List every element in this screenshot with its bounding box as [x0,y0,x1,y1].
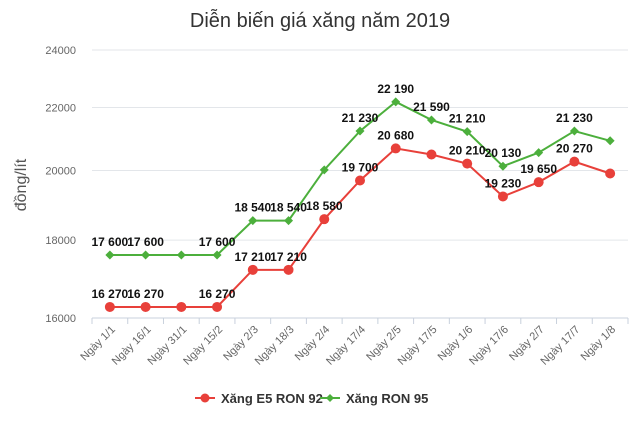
data-point [283,264,294,275]
data-point [426,115,436,125]
data-point [355,175,365,186]
data-point [247,264,258,275]
data-label: 18 580 [306,199,343,213]
data-point [319,165,329,175]
data-point [176,250,186,260]
data-label: 21 230 [556,111,593,125]
data-point [605,136,615,146]
data-label: 16 270 [92,287,129,301]
data-label: 17 600 [92,235,129,249]
data-point [176,301,187,312]
data-point [462,158,473,169]
legend: Xăng E5 RON 92 Xăng RON 95 [195,391,428,406]
data-point [497,191,508,202]
data-point [104,301,115,312]
data-point [534,148,544,158]
x-tick-label: Ngày 17/4 [324,324,368,368]
data-label: 21 210 [449,112,486,126]
data-point [605,168,616,179]
chart-title: Diễn biến giá xăng năm 2019 [190,9,450,32]
legend-item[interactable]: Xăng E5 RON 92 [195,391,323,406]
data-label: 20 210 [449,144,486,158]
x-tick-label: Ngày 17/7 [539,324,583,368]
data-point [569,126,579,136]
x-tick-label: Ngày 17/5 [396,324,440,368]
data-label: 19 650 [520,162,557,176]
x-tick-label: Ngày 17/6 [467,324,511,368]
data-label: 17 210 [270,250,307,264]
data-label: 20 130 [485,146,522,160]
data-label: 21 230 [342,111,379,125]
data-label: 20 270 [556,142,593,156]
data-label: 21 590 [413,100,450,114]
data-point [141,250,151,260]
data-point [355,126,365,136]
x-tick-label: Ngày 1/8 [579,324,619,364]
data-point [426,149,437,160]
y-tick-label: 20000 [45,166,76,178]
legend-marker [326,394,334,402]
legend-label: Xăng E5 RON 92 [221,391,323,406]
data-point [391,97,401,107]
y-axis-label: đồng/lít [13,158,30,211]
data-point [248,216,258,226]
x-tick-label: Ngày 15/2 [181,324,225,368]
x-tick-label: Ngày 18/3 [253,324,297,368]
data-point [569,156,580,167]
data-point [498,161,508,171]
data-label: 16 270 [127,287,164,301]
y-tick-label: 22000 [45,103,76,115]
legend-item[interactable]: Xăng RON 95 [320,391,428,406]
data-point [390,143,401,154]
data-label: 17 600 [199,235,236,249]
legend-marker [200,393,210,403]
y-tick-label: 24000 [45,45,76,57]
y-tick-label: 16000 [45,313,76,325]
data-point [533,177,544,188]
data-point [462,127,472,137]
data-label: 16 270 [199,287,236,301]
data-label: 19 700 [342,160,379,174]
data-point [105,250,115,260]
data-label: 17 600 [127,235,164,249]
data-label: 20 680 [377,128,414,142]
legend-label: Xăng RON 95 [346,391,428,406]
data-point [212,301,223,312]
data-point [140,301,151,312]
data-label: 19 230 [485,176,522,190]
data-point [284,216,294,226]
data-label: 18 540 [270,201,307,215]
data-label: 22 190 [377,82,414,96]
data-label: 18 540 [234,201,271,215]
data-point [319,214,330,225]
y-tick-label: 18000 [45,235,76,247]
data-point [212,250,222,260]
data-label: 17 210 [234,250,271,264]
